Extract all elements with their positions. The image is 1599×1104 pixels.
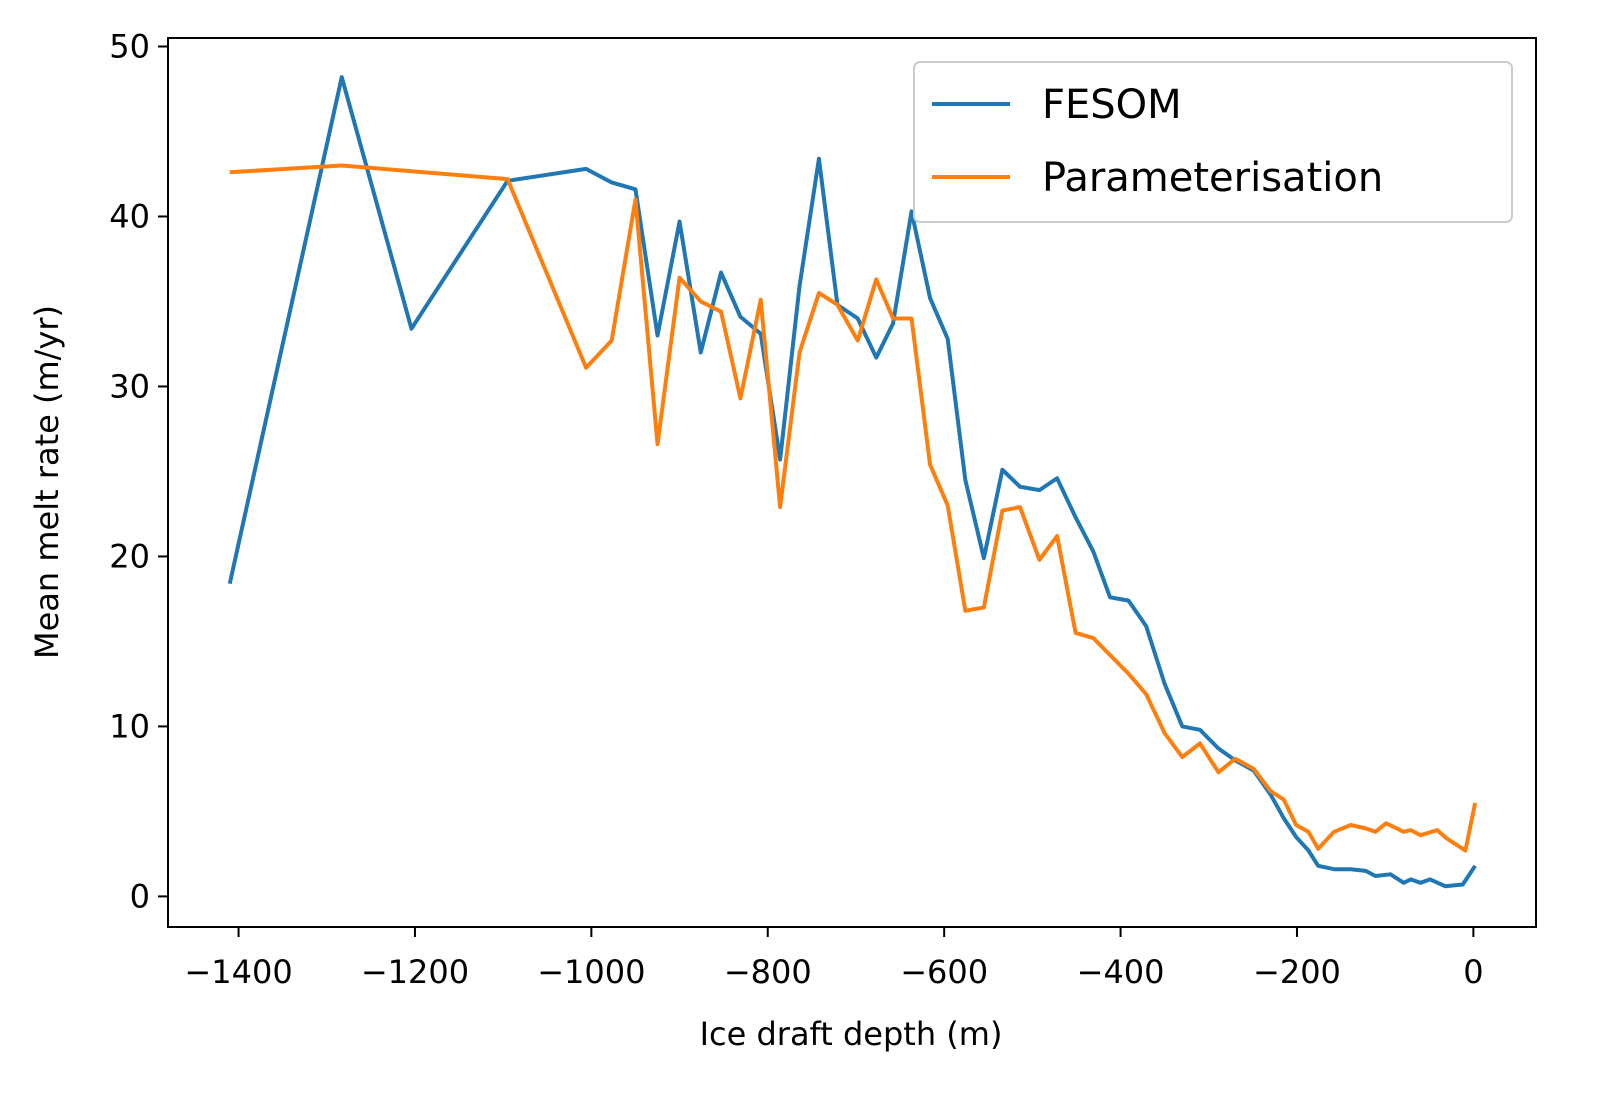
y-tick-label: 20 bbox=[109, 537, 150, 575]
x-tick-label: 0 bbox=[1463, 953, 1483, 991]
y-tick-label: 50 bbox=[109, 27, 150, 65]
y-tick-label: 0 bbox=[130, 877, 150, 915]
legend-label: FESOM bbox=[1042, 82, 1182, 128]
legend-label: Parameterisation bbox=[1042, 155, 1383, 201]
y-tick-label: 30 bbox=[109, 367, 150, 405]
legend-box bbox=[913, 61, 1513, 223]
x-tick-label: −400 bbox=[1077, 953, 1165, 991]
line-series bbox=[227, 75, 1477, 889]
x-tick-label: −1000 bbox=[537, 953, 645, 991]
y-tick-label: 10 bbox=[109, 707, 150, 745]
x-tick-label: −200 bbox=[1253, 953, 1341, 991]
y-tick-label: 40 bbox=[109, 197, 150, 235]
plot-frame bbox=[167, 37, 1537, 928]
x-tick-label: −1200 bbox=[361, 953, 469, 991]
x-tick-label: −600 bbox=[900, 953, 988, 991]
line-series bbox=[229, 163, 1478, 853]
y-axis-label: Mean melt rate (m/yr) bbox=[28, 305, 66, 659]
x-tick-label: −800 bbox=[724, 953, 812, 991]
x-tick-label: −1400 bbox=[184, 953, 292, 991]
x-axis-label: Ice draft depth (m) bbox=[700, 1015, 1003, 1053]
